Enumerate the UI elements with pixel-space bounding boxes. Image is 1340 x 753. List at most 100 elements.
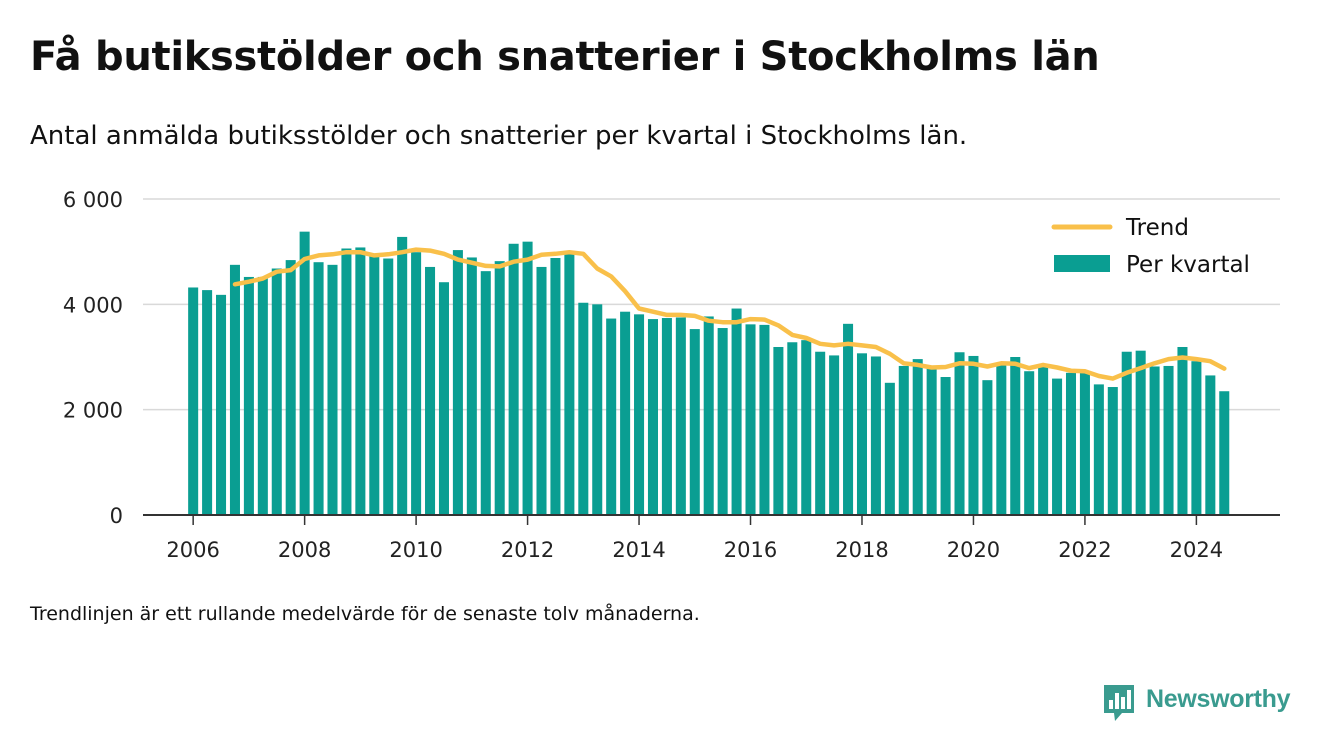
bar (982, 380, 993, 515)
bar (299, 231, 310, 516)
x-tick-label: 2022 (1058, 538, 1111, 562)
bar (703, 316, 714, 515)
bar (1093, 384, 1104, 515)
legend-trend-label: Trend (1125, 215, 1189, 241)
x-tick-label: 2024 (1170, 538, 1223, 562)
legend-bar-label: Per kvartal (1126, 252, 1250, 278)
bar (1163, 365, 1174, 515)
bar (285, 260, 296, 515)
bar (1205, 375, 1216, 515)
bar (216, 294, 227, 515)
bar (954, 352, 965, 515)
bar (425, 266, 436, 515)
bar (1010, 357, 1021, 515)
bar (397, 236, 408, 516)
y-tick-label: 6 000 (63, 188, 123, 212)
bar (355, 247, 366, 515)
bar (759, 324, 770, 515)
bar (856, 353, 868, 515)
x-tick-label: 2008 (278, 538, 331, 562)
bar (1191, 361, 1202, 515)
bar (717, 328, 728, 515)
brand-logo: Newsworthy (1102, 683, 1312, 725)
trend-line (232, 247, 1227, 381)
bar (480, 271, 491, 515)
bar (675, 317, 686, 515)
bar (257, 276, 268, 515)
bar-series (188, 231, 1230, 516)
legend: Trend Per kvartal (1051, 215, 1250, 278)
x-tick-label: 2010 (389, 538, 442, 562)
bar (968, 355, 979, 515)
bar (634, 314, 645, 515)
bar (202, 290, 213, 515)
bar (745, 324, 756, 515)
chart-title: Få butiksstölder och snatterier i Stockh… (30, 34, 1100, 80)
bar (508, 243, 519, 515)
bar (661, 318, 672, 515)
bar (773, 346, 784, 515)
y-tick-label: 2 000 (63, 399, 123, 423)
bar (926, 368, 937, 515)
bar (271, 268, 282, 515)
bar (1219, 391, 1230, 515)
bar (1135, 350, 1146, 515)
bar (564, 251, 575, 515)
bar (438, 282, 449, 515)
bar (592, 304, 603, 515)
x-axis: 2006 2008 2010 2012 2014 2016 2018 2020 2022 2024 (143, 514, 1280, 562)
bar (411, 252, 422, 515)
brand-name: Newsworthy (1146, 685, 1291, 713)
x-tick-label: 2014 (612, 538, 665, 562)
y-tick-label: 0 (110, 504, 123, 528)
bar (843, 323, 854, 515)
bar (466, 257, 477, 515)
bar (1149, 366, 1160, 515)
x-tick-label: 2016 (724, 538, 777, 562)
bar (369, 255, 380, 515)
bar (689, 329, 700, 515)
bar (606, 318, 617, 515)
bar (1121, 351, 1132, 515)
bar (1177, 346, 1188, 515)
bar (383, 258, 394, 515)
bar (229, 264, 240, 515)
bar (550, 257, 561, 515)
x-tick-label: 2018 (835, 538, 888, 562)
y-tick-label: 4 000 (63, 293, 123, 317)
bar (898, 365, 909, 515)
bar (341, 248, 352, 516)
bar (313, 262, 324, 515)
bar (940, 377, 951, 515)
bar (578, 302, 589, 515)
chart-footnote: Trendlinjen är ett rullande medelvärde f… (30, 603, 700, 625)
bar (884, 382, 895, 515)
bar (1079, 372, 1090, 515)
trend-series (232, 247, 1227, 381)
bar (815, 351, 826, 515)
x-tick-label: 2020 (947, 538, 1000, 562)
bar (829, 355, 840, 515)
bar (787, 342, 798, 515)
bar (327, 264, 338, 515)
chart: 2006 2008 2010 2012 2014 2016 2018 2020 2022 2024… (63, 188, 1280, 562)
bar (536, 266, 547, 515)
bar (1038, 367, 1049, 515)
bar (243, 276, 254, 515)
bar (801, 340, 812, 515)
bar (522, 241, 533, 515)
bar (620, 311, 631, 515)
bar (1052, 378, 1063, 515)
bar (188, 287, 199, 515)
bar (731, 308, 742, 515)
bar (996, 362, 1007, 515)
bar (1024, 371, 1035, 515)
bar (452, 250, 463, 515)
legend-bar-swatch (1054, 255, 1110, 272)
bar (1065, 372, 1077, 515)
bar (870, 356, 881, 515)
x-tick-label: 2012 (501, 538, 554, 562)
x-tick-label: 2006 (166, 538, 219, 562)
bar (1107, 387, 1118, 515)
bar (647, 319, 658, 515)
